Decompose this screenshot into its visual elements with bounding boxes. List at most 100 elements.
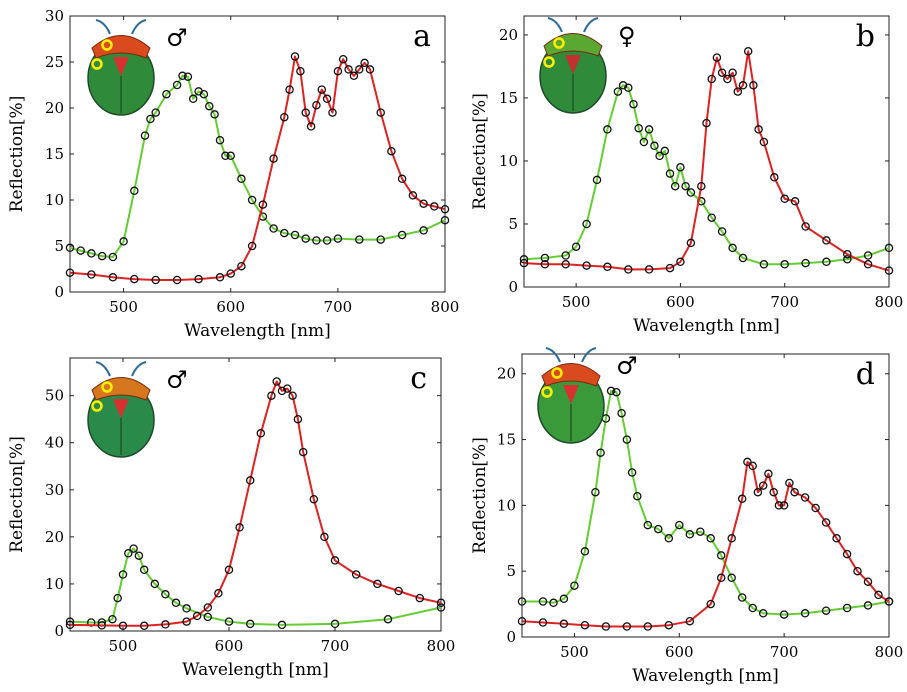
y-tick-label: 30 bbox=[45, 481, 64, 499]
data-point bbox=[743, 47, 753, 56]
series-line-1 bbox=[69, 547, 442, 626]
data-point bbox=[355, 65, 364, 74]
data-point bbox=[349, 71, 359, 81]
data-point bbox=[317, 85, 327, 94]
x-tick-label: 700 bbox=[770, 293, 799, 311]
data-point bbox=[650, 141, 659, 151]
data-point bbox=[664, 620, 674, 630]
beetle-inset-c: ♂ bbox=[87, 361, 188, 458]
data-point bbox=[245, 619, 255, 629]
data-point bbox=[644, 125, 654, 134]
y-tick-label: 5 bbox=[508, 215, 518, 233]
data-point bbox=[118, 621, 128, 631]
data-point bbox=[738, 253, 748, 263]
data-point bbox=[124, 549, 133, 558]
data-point bbox=[571, 242, 581, 251]
x-tick-label: 500 bbox=[109, 298, 138, 316]
data-point bbox=[430, 202, 439, 211]
data-point bbox=[376, 108, 385, 117]
data-point bbox=[723, 74, 732, 84]
panel-letter: d bbox=[856, 357, 875, 392]
data-point bbox=[779, 501, 789, 510]
data-point bbox=[559, 594, 569, 604]
sex-symbol: ♀ bbox=[618, 22, 636, 50]
data-point bbox=[330, 556, 340, 565]
measurement-spot-pronotum bbox=[101, 381, 113, 393]
data-point bbox=[408, 191, 418, 200]
data-point bbox=[665, 169, 675, 178]
x-tick-label: 800 bbox=[431, 298, 460, 316]
series-line-2 bbox=[69, 380, 442, 627]
data-point bbox=[549, 598, 558, 608]
y-tick-label: 15 bbox=[497, 431, 516, 449]
data-point bbox=[194, 274, 203, 284]
beetle-scutellum bbox=[113, 57, 129, 76]
data-point bbox=[696, 527, 705, 536]
x-axis-label: Wavelength [nm] bbox=[633, 316, 780, 336]
data-point bbox=[644, 265, 654, 274]
data-point bbox=[727, 573, 736, 583]
measurement-spot-pronotum bbox=[553, 37, 565, 49]
data-point bbox=[161, 590, 170, 599]
series-line-1 bbox=[522, 389, 890, 616]
data-point bbox=[706, 599, 715, 609]
data-point bbox=[290, 52, 300, 61]
data-point bbox=[863, 251, 873, 260]
data-point bbox=[790, 487, 799, 497]
sex-symbol: ♂ bbox=[166, 366, 188, 394]
y-tick-label: 5 bbox=[54, 237, 64, 255]
data-point bbox=[517, 597, 527, 606]
data-point bbox=[351, 570, 361, 579]
data-point bbox=[517, 616, 527, 626]
data-point bbox=[863, 577, 873, 586]
panel-a: 500 600 700 800 0 5 10 15 20 25 30 Wavelength [nm] R… bbox=[7, 7, 459, 341]
data-point bbox=[272, 377, 281, 386]
x-tick-label: 700 bbox=[770, 643, 799, 661]
x-tick-label: 600 bbox=[216, 298, 245, 316]
data-point bbox=[108, 273, 118, 282]
data-point bbox=[436, 603, 446, 612]
data-point bbox=[397, 174, 407, 184]
data-point bbox=[660, 146, 670, 156]
data-point bbox=[874, 590, 883, 600]
data-point bbox=[333, 66, 343, 76]
data-point bbox=[748, 603, 757, 613]
data-point bbox=[613, 87, 623, 96]
data-point bbox=[87, 270, 96, 279]
data-point bbox=[779, 610, 789, 619]
beetle-scutellum bbox=[565, 55, 581, 74]
data-point bbox=[624, 83, 633, 93]
data-point bbox=[394, 586, 403, 596]
data-point bbox=[161, 620, 170, 629]
data-point bbox=[224, 565, 234, 575]
y-tick-label: 10 bbox=[497, 496, 516, 514]
x-tick-label: 800 bbox=[875, 293, 904, 311]
data-point bbox=[203, 612, 213, 622]
series-line-1 bbox=[523, 84, 890, 266]
data-point bbox=[596, 448, 605, 457]
data-point bbox=[150, 579, 160, 589]
sex-symbol: ♂ bbox=[616, 352, 638, 380]
data-point bbox=[643, 520, 653, 530]
data-point bbox=[113, 593, 122, 603]
data-point bbox=[199, 89, 209, 99]
data-point bbox=[801, 258, 810, 268]
data-point bbox=[686, 238, 696, 248]
data-point bbox=[843, 255, 852, 264]
x-tick-label: 600 bbox=[665, 643, 694, 661]
data-point bbox=[65, 268, 75, 277]
data-point bbox=[285, 85, 294, 94]
y-tick-label: 0 bbox=[54, 622, 64, 640]
data-point bbox=[733, 87, 743, 96]
data-point bbox=[728, 68, 737, 77]
data-point bbox=[178, 71, 187, 81]
y-tick-label: 0 bbox=[508, 278, 518, 296]
data-point bbox=[821, 606, 831, 615]
data-point bbox=[737, 494, 747, 504]
beetle-antennae bbox=[547, 17, 599, 33]
data-point bbox=[764, 469, 773, 479]
data-point bbox=[697, 181, 706, 191]
y-tick-label: 50 bbox=[45, 387, 64, 405]
data-point bbox=[139, 621, 149, 631]
